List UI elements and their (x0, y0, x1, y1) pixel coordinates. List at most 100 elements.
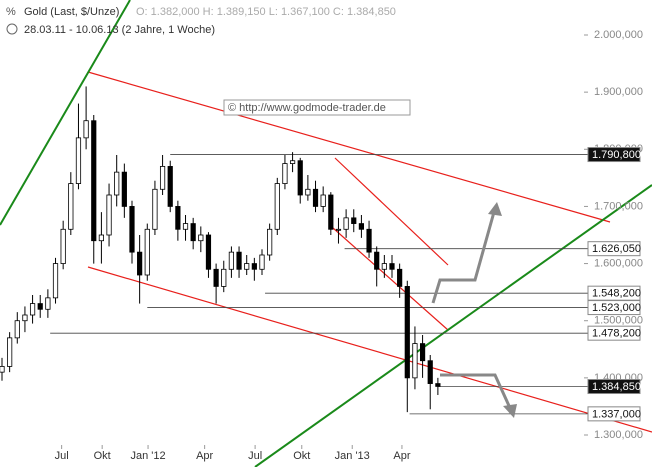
candle-body (14, 320, 20, 339)
watermark-box (223, 99, 411, 116)
candle-body (305, 188, 311, 196)
arrow-head (488, 202, 502, 216)
y-tick-label: 1.600,000 (594, 257, 643, 269)
candle-body (236, 251, 242, 270)
y-tick-label: 1.900,000 (594, 86, 643, 98)
candle-body (335, 228, 342, 231)
candle-body (404, 286, 410, 379)
candle-body (274, 183, 280, 230)
y-tick-label: 2.000,000 (594, 29, 643, 41)
candle-body (98, 234, 105, 242)
y-tick-label: 1.500,000 (594, 315, 643, 327)
quote: O: 1.382,000 H: 1.389,150 L: 1.367,100 C… (136, 6, 396, 18)
candle-body (312, 188, 319, 207)
candle-body (75, 137, 82, 184)
level-label: 1.478,200 (592, 328, 641, 340)
candle-body (83, 120, 89, 139)
level-box (587, 300, 641, 316)
level-box (587, 406, 641, 422)
header: % Gold (Last, $/Unze) O: 1.382,000 H: 1.… (6, 6, 396, 36)
x-tick-label: Okt (94, 450, 111, 462)
candle-body (267, 228, 273, 256)
candle-body (228, 251, 235, 270)
candle-body (114, 171, 120, 196)
candle-body (320, 194, 326, 207)
candle-body (366, 228, 372, 253)
candle-body (297, 160, 303, 196)
candle-body (205, 234, 212, 270)
level-label: 1.790,800 (592, 149, 641, 161)
level-label: 1.337,000 (592, 408, 641, 420)
candle-body (129, 206, 135, 253)
clock-icon (6, 23, 18, 35)
scenario-arrows (431, 202, 517, 418)
level-label: 1.548,200 (592, 288, 641, 300)
candle-body (0, 366, 5, 373)
candles (0, 86, 441, 413)
candle-body (198, 234, 204, 242)
green-trend-line (254, 184, 652, 467)
candle-body (37, 303, 43, 310)
red-trend-line (334, 157, 449, 266)
candle-body (343, 217, 349, 230)
candle-body (412, 343, 418, 379)
candle-body (389, 263, 395, 270)
level-label: 1.626,050 (592, 243, 641, 255)
arrow-down (440, 373, 512, 409)
y-tick-label: 1.300,000 (594, 429, 643, 441)
x-tick-label: Apr (196, 450, 213, 462)
y-tick-label: 1.700,000 (594, 200, 643, 212)
candle-body (419, 343, 426, 362)
level-label: 1.523,000 (592, 302, 641, 314)
icon: % (6, 6, 16, 18)
arrow-up (431, 211, 496, 304)
candle-body (106, 194, 112, 236)
candle-body (190, 223, 196, 242)
candle-body (175, 206, 181, 230)
levels (50, 154, 588, 415)
candle-body (289, 160, 296, 164)
candle-body (7, 337, 13, 367)
level-label: 1.384,850 (592, 381, 641, 393)
chart-title: Gold (Last, $/Unze) (24, 6, 119, 18)
x-tick-label: Apr (393, 450, 410, 462)
x-tick-label: Jul (55, 450, 69, 462)
candle-body (374, 251, 380, 270)
candle-body (213, 268, 219, 287)
candle-body (29, 303, 36, 316)
candle-body (22, 314, 28, 322)
candle-body (167, 166, 173, 207)
candle-body (221, 268, 227, 287)
candle-body (137, 251, 143, 276)
candle-body (435, 383, 441, 387)
candle-body (68, 183, 74, 230)
x-tick-label: Okt (293, 450, 310, 462)
level-box (587, 147, 641, 163)
candle-body (91, 120, 97, 242)
candle-body (45, 297, 51, 310)
red-trend-line (87, 71, 611, 223)
x-tick-label: Jul (248, 450, 262, 462)
red-trend-line (87, 266, 652, 433)
level-box (587, 379, 641, 395)
candle-body (159, 166, 166, 190)
green-trend-line (0, 0, 131, 226)
candle-body (251, 263, 257, 270)
candle-body (328, 194, 334, 230)
level-box (587, 241, 641, 257)
candle-body (60, 228, 66, 264)
candle-body (397, 268, 403, 287)
x-tick-label: Jan '12 (130, 450, 165, 462)
candle-body (121, 171, 127, 207)
subtitle: 28.03.11 - 10.06.13 (2 Jahre, 1 Woche) (24, 24, 215, 36)
candle-body (52, 263, 59, 299)
candle-body (358, 223, 365, 230)
level-box (587, 325, 641, 341)
candle-body (381, 263, 387, 270)
candle-body (182, 223, 189, 230)
candle-body (351, 217, 357, 224)
red-trend-line (332, 227, 449, 331)
